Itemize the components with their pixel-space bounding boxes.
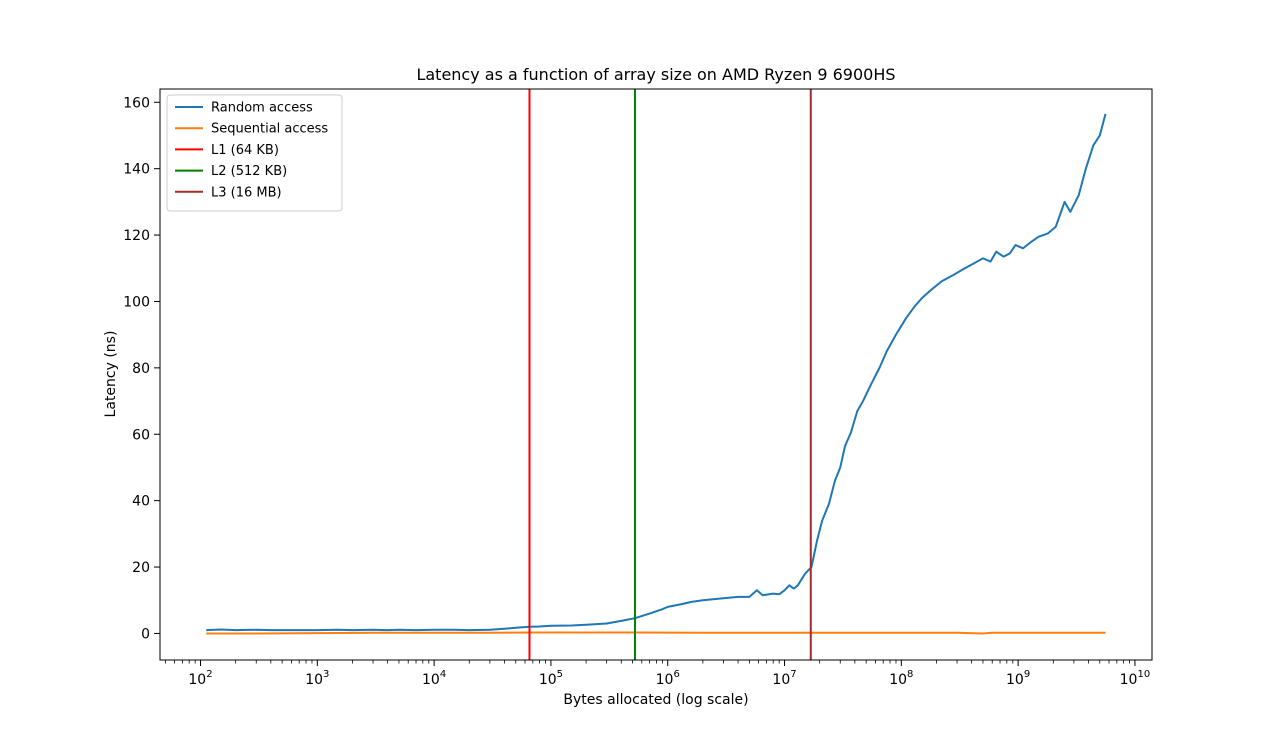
y-axis: 0 20 40 60 80 100 120 140 160: [123, 95, 160, 642]
x-tick-label: 105: [539, 669, 563, 688]
y-tick-label: 100: [123, 294, 150, 310]
y-tick-label: 60: [132, 427, 150, 443]
x-tick-label: 106: [656, 669, 680, 688]
legend-label: L2 (512 KB): [211, 164, 287, 179]
plot-area: [206, 89, 1107, 660]
x-tick-label: 1010: [1120, 669, 1151, 688]
y-tick-label: 140: [123, 162, 150, 178]
legend-label: Sequential access: [211, 122, 328, 137]
legend-box: [166, 94, 343, 212]
x-tick-label: 103: [305, 669, 329, 688]
x-tick-label: 109: [1006, 669, 1030, 688]
x-tick-label: 102: [188, 669, 212, 688]
x-tick-label: 108: [889, 669, 913, 688]
y-tick-label: 0: [141, 626, 150, 642]
y-tick-label: 80: [132, 361, 150, 377]
y-tick-label: 160: [123, 95, 150, 111]
series-line-sequential-access: [206, 631, 1106, 635]
chart-title: Latency as a function of array size on A…: [416, 65, 895, 84]
x-axis: 102 103 104 105 106 107 108 109 1010: [164, 660, 1151, 688]
y-axis-label: Latency (ns): [103, 331, 119, 418]
legend-label: L3 (16 MB): [211, 185, 282, 200]
x-tick-label: 107: [772, 669, 796, 688]
legend-label: L1 (64 KB): [211, 143, 279, 158]
legend-label: Random access: [211, 101, 313, 116]
y-tick-label: 40: [132, 494, 150, 510]
y-tick-label: 20: [132, 560, 150, 576]
y-tick-label: 120: [123, 228, 150, 244]
x-tick-label: 104: [422, 669, 446, 688]
series-line-random-access: [206, 113, 1107, 632]
legend: Random access Sequential access L1 (64 KB)…: [166, 94, 343, 212]
x-axis-label: Bytes allocated (log scale): [563, 692, 748, 708]
